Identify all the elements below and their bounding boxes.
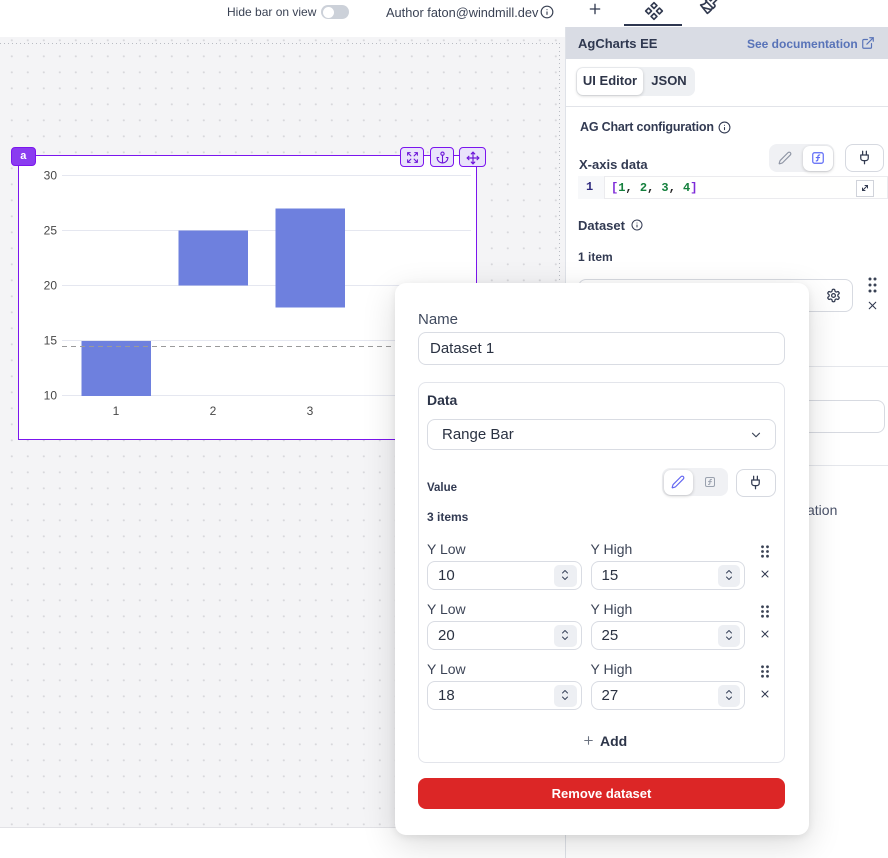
svg-text:2: 2 [210, 404, 217, 418]
svg-text:20: 20 [44, 279, 58, 293]
svg-text:25: 25 [44, 224, 58, 238]
svg-text:3: 3 [307, 404, 314, 418]
svg-text:15: 15 [44, 334, 58, 348]
svg-text:1: 1 [113, 404, 120, 418]
svg-text:30: 30 [44, 169, 58, 183]
svg-text:10: 10 [44, 389, 58, 403]
